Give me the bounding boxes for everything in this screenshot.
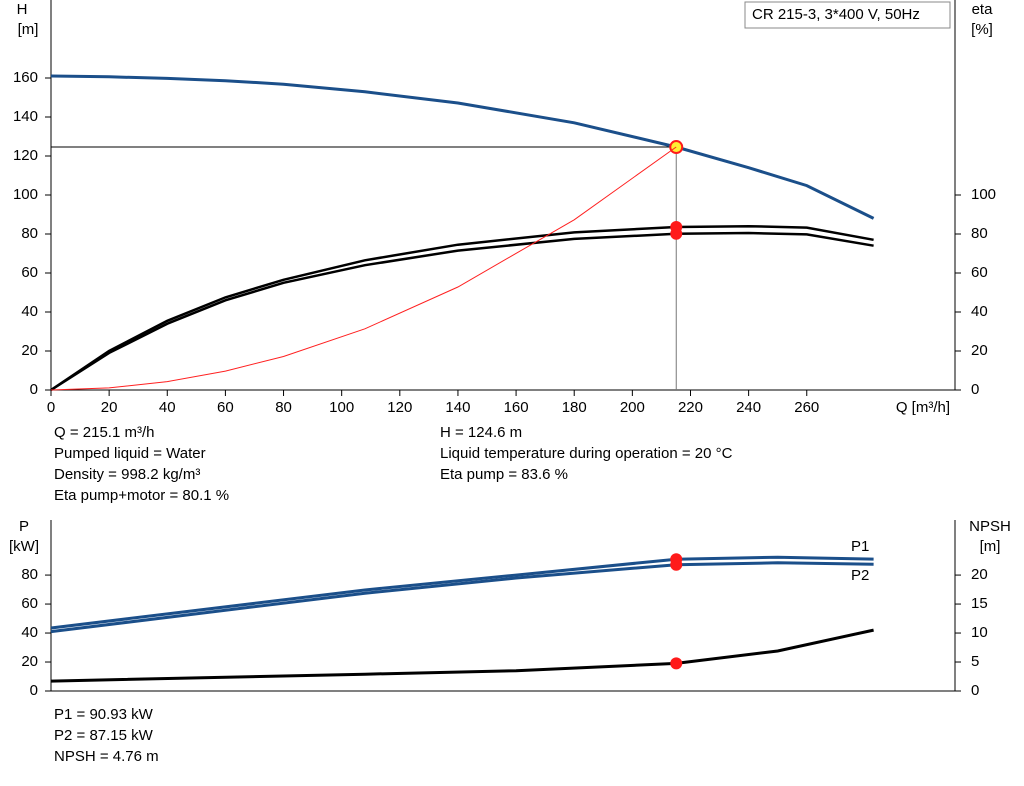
info-text: P1 = 90.93 kW	[54, 706, 154, 723]
series-line	[50, 561, 874, 634]
x-tick-label: 180	[562, 399, 587, 416]
x-tick-label: 0	[47, 399, 55, 416]
y-tick-label: 120	[13, 147, 38, 164]
y-axis-label: H	[17, 1, 28, 18]
duty-point	[669, 140, 684, 155]
x-tick-label: 20	[101, 399, 118, 416]
y-tick-label: 80	[21, 566, 38, 583]
chart-title: CR 215-3, 3*400 V, 50Hz	[752, 6, 920, 23]
series-line	[50, 555, 874, 630]
x-tick-label: 240	[736, 399, 761, 416]
info-text: Q = 215.1 m³/h	[54, 424, 154, 441]
x-axis-label: Q [m³/h]	[896, 399, 950, 416]
y2-tick-label: 15	[971, 595, 988, 612]
x-tick-label: 220	[678, 399, 703, 416]
duty-point	[670, 227, 683, 240]
info-text: Pumped liquid = Water	[54, 445, 206, 462]
x-tick-label: 260	[794, 399, 819, 416]
y-tick-label: 100	[13, 186, 38, 203]
y-tick-label: 80	[21, 225, 38, 242]
x-tick-label: 80	[275, 399, 292, 416]
x-tick-label: 200	[620, 399, 645, 416]
series-line	[50, 628, 874, 683]
y-axis-unit: [kW]	[9, 538, 39, 555]
y-tick-label: 0	[30, 682, 38, 699]
info-text: Eta pump = 83.6 %	[440, 466, 568, 483]
series-label: P1	[851, 538, 869, 555]
y-tick-label: 20	[21, 342, 38, 359]
series-line	[50, 231, 874, 392]
y2-tick-label: 80	[971, 225, 988, 242]
x-tick-label: 120	[387, 399, 412, 416]
x-tick-label: 40	[159, 399, 176, 416]
y-tick-label: 60	[21, 595, 38, 612]
series-line	[50, 74, 875, 220]
info-text: Liquid temperature during operation = 20…	[440, 445, 733, 462]
duty-point	[670, 558, 683, 571]
y-tick-label: 140	[13, 108, 38, 125]
y-tick-label: 160	[13, 69, 38, 86]
y2-tick-label: 0	[971, 381, 979, 398]
y2-tick-label: 20	[971, 342, 988, 359]
y-tick-label: 40	[21, 303, 38, 320]
y-tick-label: 40	[21, 624, 38, 641]
duty-point	[670, 657, 683, 670]
info-text: P2 = 87.15 kW	[54, 727, 154, 744]
y2-axis-label: eta	[972, 1, 994, 18]
series-label: P2	[851, 567, 869, 584]
y-axis-unit: [m]	[18, 21, 39, 38]
y2-tick-label: 60	[971, 264, 988, 281]
y2-tick-label: 40	[971, 303, 988, 320]
y-axis-label: P	[19, 518, 29, 535]
y2-tick-label: 0	[971, 682, 979, 699]
y2-axis-unit: [%]	[971, 21, 993, 38]
info-text: Density = 998.2 kg/m³	[54, 466, 200, 483]
y2-axis-label: NPSH	[969, 518, 1011, 535]
x-tick-label: 60	[217, 399, 234, 416]
info-text: H = 124.6 m	[440, 424, 522, 441]
y-tick-label: 20	[21, 653, 38, 670]
x-tick-label: 100	[329, 399, 354, 416]
y2-tick-label: 100	[971, 186, 996, 203]
y2-axis-unit: [m]	[980, 538, 1001, 555]
x-tick-label: 160	[504, 399, 529, 416]
y2-tick-label: 5	[971, 653, 979, 670]
series-line	[50, 224, 874, 392]
series-line	[50, 146, 677, 391]
legend-box	[744, 1, 951, 29]
y-tick-label: 60	[21, 264, 38, 281]
info-text: NPSH = 4.76 m	[54, 748, 159, 765]
y-tick-label: 0	[30, 381, 38, 398]
y2-tick-label: 10	[971, 624, 988, 641]
x-tick-label: 140	[445, 399, 470, 416]
info-text: Eta pump+motor = 80.1 %	[54, 487, 229, 504]
y2-tick-label: 20	[971, 566, 988, 583]
